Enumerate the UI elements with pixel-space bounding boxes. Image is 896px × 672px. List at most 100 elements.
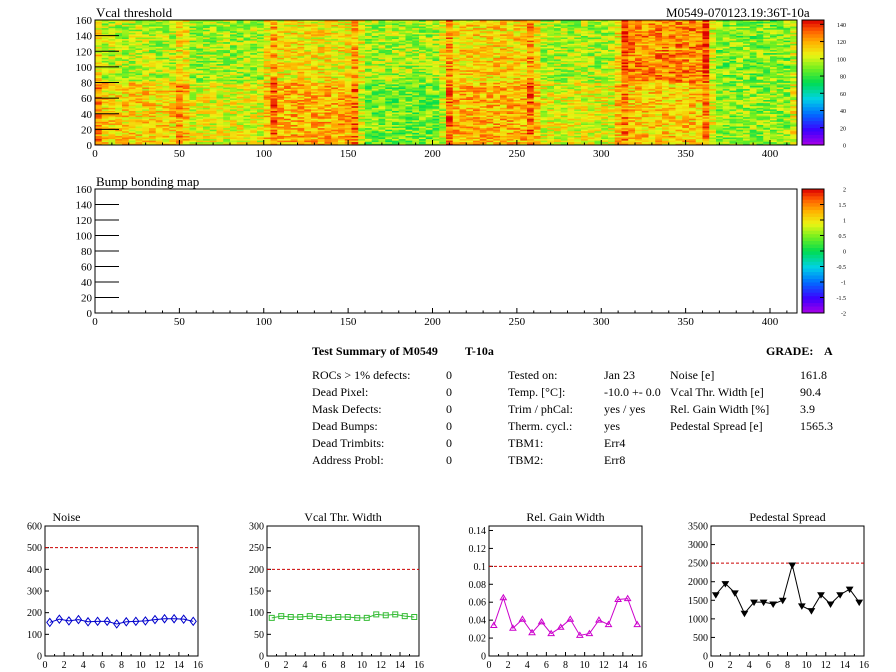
heatmap-cell	[115, 66, 123, 69]
heatmap-cell	[317, 71, 325, 74]
heatmap-cell	[135, 123, 143, 125]
heatmap-cell	[459, 82, 467, 85]
heatmap-cell	[182, 109, 190, 111]
heatmap-cell	[263, 116, 271, 119]
heatmap-cell	[452, 84, 460, 86]
heatmap-cell	[122, 73, 130, 75]
heatmap-cell	[176, 20, 184, 22]
heatmap-cell	[405, 82, 413, 85]
heatmap-cell	[270, 87, 278, 90]
heatmap-cell	[324, 68, 332, 71]
heatmap-cell	[311, 110, 319, 113]
heatmap-cell	[284, 70, 292, 72]
heatmap-cell	[297, 41, 305, 44]
heatmap-cell	[128, 43, 136, 46]
heatmap-cell	[486, 104, 494, 107]
heatmap-cell	[277, 88, 285, 91]
heatmap-cell	[506, 127, 514, 130]
heatmap-cell	[466, 138, 474, 141]
heatmap-cell	[344, 70, 352, 72]
heatmap-cell	[230, 80, 238, 83]
heatmap-cell	[351, 70, 359, 72]
heatmap-cell	[452, 38, 460, 41]
heatmap-cell	[155, 27, 163, 30]
heatmap-cell	[209, 27, 217, 30]
heatmap-cell	[331, 74, 339, 77]
heatmap-cell	[263, 90, 271, 93]
heatmap-cell	[466, 21, 474, 24]
heatmap-cell	[176, 112, 184, 115]
heatmap-cell	[203, 85, 211, 88]
heatmap-cell	[297, 27, 305, 30]
heatmap-cell	[459, 41, 467, 44]
heatmap-cell	[365, 102, 373, 105]
heatmap-cell	[486, 32, 494, 35]
heatmap-cell	[297, 127, 305, 130]
heatmap-cell	[500, 102, 508, 105]
heatmap-cell	[142, 30, 150, 33]
heatmap-cell	[439, 24, 447, 27]
heatmap-cell	[284, 24, 292, 27]
heatmap-cell	[155, 51, 163, 54]
heatmap-cell	[331, 73, 339, 75]
heatmap-cell	[290, 88, 298, 91]
heatmap-cell	[182, 54, 190, 57]
heatmap-cell	[169, 54, 177, 57]
heatmap-cell	[250, 45, 258, 47]
heatmap-cell	[297, 48, 305, 50]
heatmap-cell	[479, 109, 487, 111]
heatmap-cell	[162, 120, 170, 122]
heatmap-cell	[452, 90, 460, 93]
heatmap-cell	[500, 80, 508, 83]
heatmap-cell	[473, 23, 481, 25]
heatmap-cell	[250, 90, 258, 93]
heatmap-cell	[331, 109, 339, 111]
heatmap-cell	[371, 54, 379, 57]
heatmap-cell	[297, 96, 305, 99]
heatmap-cell	[311, 23, 319, 25]
heatmap-cell	[405, 34, 413, 36]
heatmap-cell	[297, 51, 305, 54]
heatmap-cell	[405, 87, 413, 90]
heatmap-cell	[230, 135, 238, 138]
heatmap-cell	[425, 102, 433, 105]
heatmap-cell	[149, 51, 157, 54]
heatmap-cell	[365, 52, 373, 55]
heatmap-cell	[338, 66, 346, 69]
heatmap-cell	[250, 57, 258, 60]
heatmap-cell	[263, 70, 271, 72]
heatmap-cell	[392, 84, 400, 86]
heatmap-cell	[419, 90, 427, 93]
heatmap-cell	[230, 126, 238, 129]
heatmap-cell	[466, 102, 474, 105]
heatmap-cell	[419, 54, 427, 57]
heatmap-cell	[452, 68, 460, 71]
heatmap-cell	[277, 104, 285, 107]
heatmap-cell	[432, 41, 440, 44]
heatmap-cell	[270, 84, 278, 86]
heatmap-cell	[506, 104, 514, 107]
heatmap-cell	[142, 118, 150, 121]
heatmap-cell	[223, 52, 231, 55]
heatmap-cell	[189, 129, 197, 132]
heatmap-cell	[203, 74, 211, 77]
heatmap-cell	[500, 46, 508, 49]
heatmap-cell	[358, 121, 366, 124]
heatmap-cell	[277, 70, 285, 72]
heatmap-cell	[250, 116, 258, 119]
heatmap-cell	[486, 79, 494, 82]
heatmap-cell	[162, 101, 170, 104]
heatmap-cell	[311, 34, 319, 36]
heatmap-cell	[317, 59, 325, 61]
heatmap-cell	[176, 76, 184, 79]
heatmap-cell	[284, 105, 292, 108]
heatmap-cell	[459, 65, 467, 68]
heatmap-cell	[122, 93, 130, 96]
heatmap-cell	[108, 115, 116, 118]
heatmap-cell	[398, 118, 406, 121]
heatmap-cell	[297, 130, 305, 133]
heatmap-cell	[169, 73, 177, 75]
heatmap-cell	[412, 65, 420, 68]
heatmap-cell	[101, 79, 109, 82]
heatmap-cell	[176, 85, 184, 88]
